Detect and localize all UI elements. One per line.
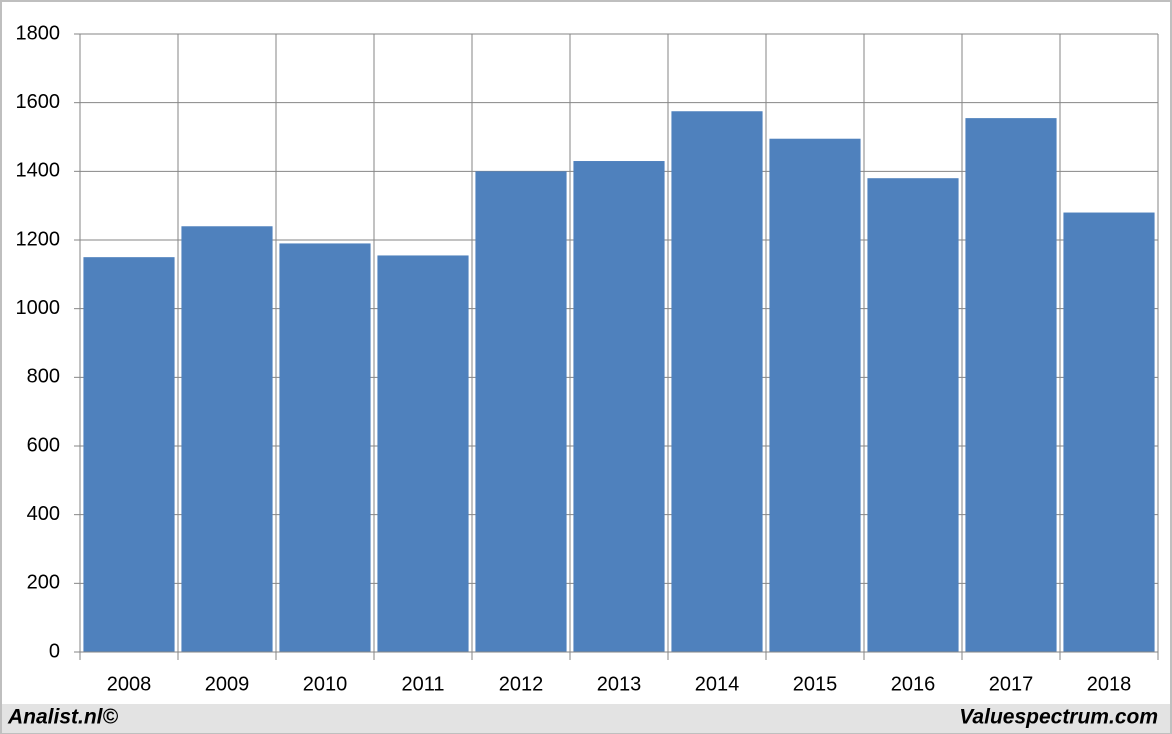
- y-tick-label: 800: [27, 366, 60, 388]
- x-tick-label: 2018: [1087, 673, 1132, 695]
- bar: [377, 255, 469, 652]
- x-tick-label: 2009: [205, 673, 250, 695]
- bar: [769, 138, 861, 652]
- x-tick-label: 2010: [303, 673, 348, 695]
- y-tick-label: 1600: [16, 91, 61, 113]
- x-tick-label: 2012: [499, 673, 544, 695]
- y-tick-label: 600: [27, 434, 60, 456]
- bar: [279, 243, 371, 652]
- x-tick-label: 2011: [401, 673, 444, 695]
- y-tick-label: 400: [27, 503, 60, 525]
- x-tick-label: 2015: [793, 673, 838, 695]
- y-tick-label: 1000: [16, 297, 61, 319]
- footer-right: Valuespectrum.com: [959, 706, 1158, 729]
- x-tick-label: 2017: [989, 673, 1034, 695]
- y-tick-label: 1400: [16, 160, 61, 182]
- footer-bar: [2, 704, 1170, 733]
- x-tick-label: 2008: [107, 673, 152, 695]
- y-tick-label: 0: [49, 640, 60, 662]
- bar: [573, 161, 665, 653]
- bar: [181, 226, 273, 652]
- y-tick-label: 200: [27, 572, 60, 594]
- y-tick-label: 1200: [16, 228, 61, 250]
- bar: [83, 257, 175, 652]
- x-tick-label: 2016: [891, 673, 936, 695]
- bar: [867, 178, 959, 652]
- footer-left: Analist.nl©: [7, 706, 119, 729]
- bar: [475, 171, 567, 653]
- bar: [965, 118, 1057, 652]
- y-tick-label: 1800: [16, 22, 61, 44]
- x-tick-label: 2014: [695, 673, 740, 695]
- x-tick-label: 2013: [597, 673, 642, 695]
- bar: [1063, 212, 1155, 653]
- bar: [671, 111, 763, 652]
